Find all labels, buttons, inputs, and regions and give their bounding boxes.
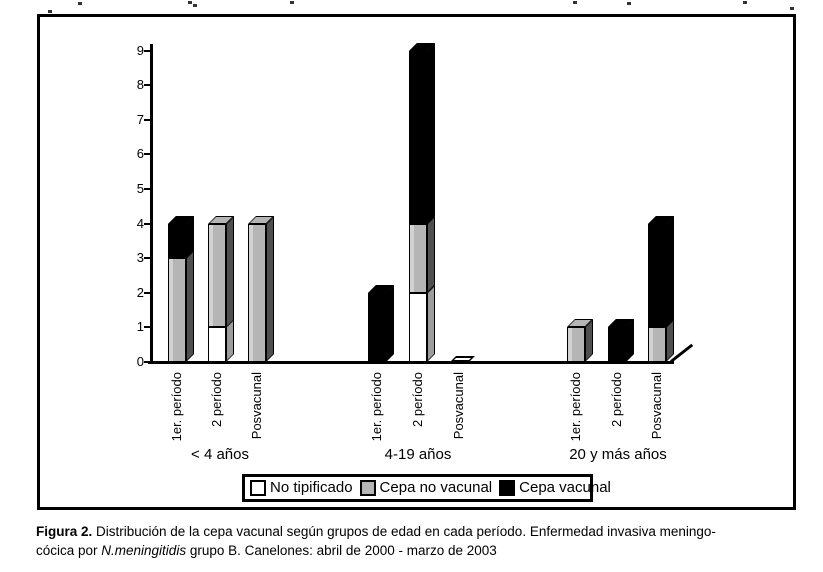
caption-text: Distribución de la cepa vacunal según gr… bbox=[92, 524, 716, 539]
y-tick-mark bbox=[144, 118, 151, 121]
bar-segment-front bbox=[409, 292, 427, 362]
x-tick-label: 1er. período bbox=[169, 372, 184, 442]
y-tick-label: 6 bbox=[136, 146, 144, 162]
y-tick-mark bbox=[144, 84, 151, 87]
y-tick-mark bbox=[144, 188, 151, 190]
text-fragment-speck bbox=[290, 1, 294, 4]
group-label: 20 y más años bbox=[569, 446, 667, 463]
y-tick-mark bbox=[144, 49, 151, 52]
y-tick-label: 0 bbox=[136, 354, 144, 369]
bar-segment-front bbox=[248, 223, 266, 362]
text-fragment-speck bbox=[743, 1, 747, 4]
bar-segment-front bbox=[168, 223, 186, 259]
text-fragment-speck bbox=[573, 1, 577, 4]
y-axis-line bbox=[150, 44, 153, 364]
caption-species-italic: N.meningitidis bbox=[101, 543, 187, 558]
caption-line-1: Figura 2. Distribución de la cepa vacuna… bbox=[36, 522, 808, 541]
legend-item: No tipificado bbox=[250, 480, 353, 496]
legend-item: Cepa vacunal bbox=[499, 480, 611, 496]
legend-swatch bbox=[250, 480, 266, 496]
bar-segment-front bbox=[648, 327, 666, 362]
y-tick-mark bbox=[144, 361, 151, 363]
x-axis-line bbox=[148, 361, 674, 364]
y-tick-mark bbox=[144, 257, 151, 260]
x-tick-label: 1er. período bbox=[369, 372, 384, 442]
y-tick-label: 3 bbox=[136, 250, 144, 266]
group-label: < 4 años bbox=[191, 446, 249, 463]
figure-caption: Figura 2. Distribución de la cepa vacuna… bbox=[36, 522, 808, 560]
y-tick-mark bbox=[144, 326, 151, 329]
bar-segment-side bbox=[186, 250, 194, 362]
y-tick-label: 7 bbox=[136, 111, 144, 127]
y-tick-label: 2 bbox=[136, 284, 144, 300]
bar-segment-front bbox=[168, 258, 186, 362]
text-fragment-speck bbox=[790, 7, 794, 10]
bar-segment-front bbox=[648, 223, 666, 328]
bar-segment-side bbox=[427, 284, 435, 362]
text-fragment-speck bbox=[627, 2, 631, 5]
x-tick-label: Posvacunal bbox=[451, 372, 466, 440]
group-label: 4-19 años bbox=[384, 446, 452, 463]
text-fragment-speck bbox=[188, 1, 192, 4]
bar-segment-front bbox=[409, 223, 427, 293]
caption-figure-label: Figura 2. bbox=[36, 524, 93, 539]
text-fragment-speck bbox=[48, 10, 52, 13]
legend-label: Cepa vacunal bbox=[519, 479, 611, 496]
y-tick-label: 8 bbox=[136, 77, 144, 93]
y-tick-mark bbox=[144, 222, 151, 225]
bar-segment-side bbox=[666, 215, 674, 328]
bar-segment-side bbox=[427, 42, 435, 224]
bar-segment-front bbox=[208, 327, 226, 362]
y-tick-label: 1 bbox=[136, 319, 144, 335]
y-tick-mark bbox=[144, 153, 151, 156]
bar-segment-front bbox=[608, 327, 626, 362]
bar-segment-front bbox=[567, 327, 585, 362]
bar-segment-side bbox=[266, 215, 274, 362]
y-tick-mark bbox=[144, 291, 151, 294]
y-tick-label: 4 bbox=[136, 215, 144, 231]
legend-label: No tipificado bbox=[270, 479, 353, 496]
legend-swatch bbox=[359, 480, 376, 496]
bar-segment-front bbox=[368, 292, 386, 362]
x-tick-label: Posvacunal bbox=[249, 372, 264, 440]
bar-segment-front bbox=[208, 223, 226, 328]
bar-segment-side bbox=[226, 215, 234, 328]
y-tick-label: 9 bbox=[136, 42, 144, 58]
bar-segment-front bbox=[409, 50, 427, 224]
legend-swatch bbox=[499, 480, 516, 496]
text-fragment-speck bbox=[193, 4, 197, 7]
y-tick-label: 5 bbox=[136, 181, 144, 196]
bar-segment-side bbox=[386, 284, 394, 362]
bar-segment-side bbox=[427, 215, 435, 293]
text-fragment-speck bbox=[78, 2, 82, 5]
legend-item: Cepa no vacunal bbox=[359, 479, 493, 496]
chart-legend: No tipificado Cepa no vacunal Cepa vacunal bbox=[242, 474, 611, 502]
legend-label: Cepa no vacunal bbox=[379, 479, 493, 496]
caption-line-2: cócica por N.meningitidis grupo B. Canel… bbox=[36, 543, 497, 558]
